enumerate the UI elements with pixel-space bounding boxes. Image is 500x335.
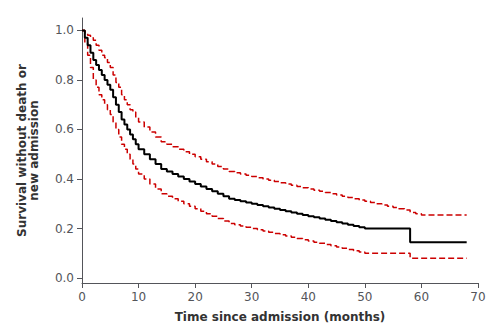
svg-text:1.0: 1.0 [55, 23, 74, 37]
svg-text:0.8: 0.8 [55, 73, 74, 87]
svg-text:10: 10 [131, 290, 146, 304]
svg-text:0.2: 0.2 [55, 222, 74, 236]
svg-text:40: 40 [301, 290, 316, 304]
svg-text:0: 0 [78, 290, 86, 304]
svg-text:50: 50 [357, 290, 372, 304]
svg-text:0.0: 0.0 [55, 271, 74, 285]
svg-text:60: 60 [414, 290, 429, 304]
svg-text:new admission: new admission [27, 100, 41, 200]
svg-text:30: 30 [244, 290, 259, 304]
svg-text:Time since admission (months): Time since admission (months) [175, 310, 386, 324]
svg-text:70: 70 [470, 290, 485, 304]
svg-text:0.4: 0.4 [55, 172, 74, 186]
svg-text:0.6: 0.6 [55, 122, 74, 136]
svg-text:Survival without death or: Survival without death or [15, 64, 29, 237]
svg-text:20: 20 [188, 290, 203, 304]
